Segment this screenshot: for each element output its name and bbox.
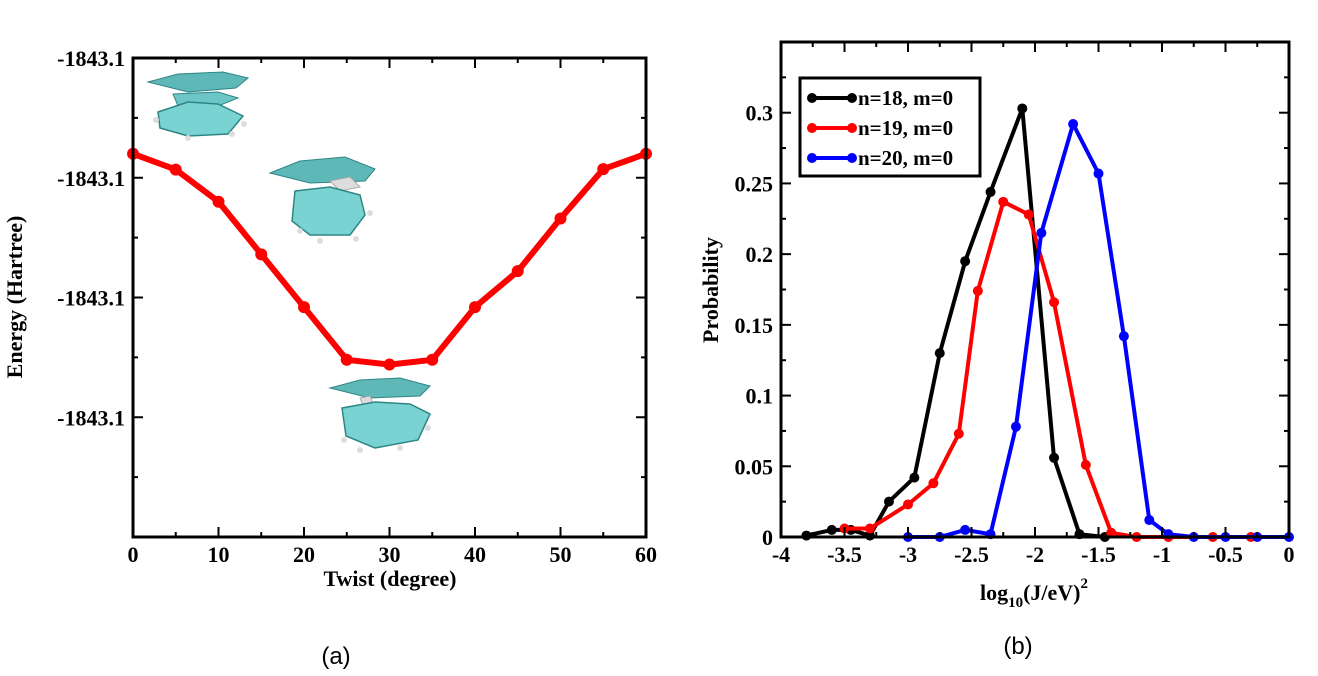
panel-a: 0 10 20 30 40 50 60 -1843.1 -1843.1 -1843.1 -1843.…	[2, 46, 657, 670]
panel-a-caption: (a)	[321, 643, 350, 670]
series-line-twist-energy	[131, 150, 648, 368]
x-tick-label: -2	[1026, 542, 1044, 567]
data-point-twist-energy	[383, 358, 396, 371]
y-tick-label: -1843.1	[57, 46, 125, 71]
x-tick-label: -1	[1153, 542, 1171, 567]
data-point-twist-energy	[469, 301, 481, 314]
data-point-n-18-m-0	[960, 256, 971, 267]
x-tick-label: 60	[635, 542, 657, 567]
data-point-twist-energy	[298, 301, 310, 314]
legend-label-n19: n=19, m=0	[858, 116, 953, 140]
legend-label-n20: n=20, m=0	[858, 146, 953, 170]
molecule-stack-middle	[268, 156, 376, 244]
x-tick-label: 0	[1284, 542, 1295, 567]
panel-b-legend: n=18, m=0 n=19, m=0 n=20, m=0	[798, 76, 982, 178]
data-point-n-18-m-0	[934, 348, 945, 359]
legend-marker-n20-left	[807, 153, 817, 163]
panel-a-y-axis-title: Energy (Hartree)	[2, 216, 27, 379]
y-tick-label: -1843.1	[57, 166, 125, 191]
data-point-twist-energy	[511, 265, 524, 278]
data-point-twist-energy	[597, 163, 610, 176]
data-point-n-20-m-0	[1036, 227, 1047, 238]
data-point-twist-energy	[255, 248, 268, 261]
data-point-n-19-m-0	[998, 196, 1009, 207]
data-point-n-19-m-0	[1049, 297, 1060, 308]
y-tick-label: -1843.1	[57, 405, 125, 430]
x-tick-label: 20	[293, 542, 315, 567]
legend-marker-n18-right	[847, 93, 857, 103]
panel-b-caption: (b)	[1003, 633, 1032, 660]
molecule-stack-30-degree	[328, 377, 431, 453]
data-point-n-20-m-0	[1144, 515, 1155, 526]
data-point-n-20-m-0	[1010, 421, 1021, 432]
data-point-n-19-m-0	[1106, 527, 1117, 538]
data-point-n-20-m-0	[1093, 168, 1104, 179]
x-title-log: log	[980, 580, 1008, 605]
x-tick-label: -1.5	[1081, 542, 1116, 567]
data-point-n-19-m-0	[972, 285, 983, 296]
data-point-n-18-m-0	[826, 524, 837, 535]
y-tick-label: 0.15	[735, 313, 774, 338]
y-tick-label: 0.1	[746, 384, 774, 409]
x-tick-label: 40	[464, 542, 486, 567]
data-point-n-19-m-0	[928, 478, 939, 489]
data-point-n-20-m-0	[960, 524, 971, 535]
data-point-n-19-m-0	[903, 499, 913, 510]
data-point-n-18-m-0	[883, 496, 894, 507]
panel-a-marks	[127, 147, 652, 371]
data-point-n-20-m-0	[1118, 331, 1129, 342]
data-point-n-18-m-0	[909, 472, 920, 483]
x-title-sup: 2	[1081, 576, 1089, 592]
molecule-stack-0-degree	[146, 71, 250, 141]
y-tick-label: 0.25	[735, 171, 774, 196]
x-tick-label: -3	[899, 542, 917, 567]
panel-b: -4 -3.5 -3 -2.5 -2 -1.5 -1 -0.5 0 0 0.05 0.1 0.15 0.2…	[698, 40, 1295, 660]
data-point-twist-energy	[426, 353, 439, 366]
data-point-twist-energy	[554, 212, 567, 225]
data-point-n-19-m-0	[1080, 459, 1091, 470]
x-title-sub: 10	[1008, 595, 1023, 611]
x-tick-label: -0.5	[1208, 542, 1243, 567]
y-tick-label: 0	[762, 525, 773, 550]
panel-b-y-axis-title: Probability	[698, 237, 723, 343]
panel-a-axes: 0 10 20 30 40 50 60 -1843.1 -1843.1 -1843.1 -1843.…	[57, 46, 657, 567]
y-tick-label: -1843.1	[57, 286, 125, 311]
data-point-n-18-m-0	[1017, 103, 1028, 114]
legend-entry-n20: n=20, m=0	[807, 146, 953, 170]
panel-b-x-axis-title: log10(J/eV)2	[980, 576, 1088, 611]
legend-marker-n19-left	[807, 123, 817, 133]
x-tick-label: 0	[128, 542, 139, 567]
data-point-n-19-m-0	[1023, 209, 1034, 220]
x-title-rest: (J/eV)	[1023, 580, 1080, 605]
data-point-twist-energy	[212, 195, 225, 208]
data-point-n-20-m-0	[1068, 119, 1079, 130]
legend-label-n18: n=18, m=0	[858, 86, 953, 110]
y-tick-label: 0.05	[735, 454, 774, 479]
x-tick-label: 30	[379, 542, 401, 567]
legend-marker-n19-right	[847, 123, 857, 133]
series-line-n-20-m-0	[908, 122, 1289, 539]
data-point-n-19-m-0	[864, 523, 875, 534]
x-tick-label: -2.5	[954, 542, 989, 567]
panel-b-axes: -4 -3.5 -3 -2.5 -2 -1.5 -1 -0.5 0 0 0.05 0.1 0.15 0.2…	[735, 42, 1295, 567]
legend-marker-n18-left	[807, 93, 817, 103]
data-point-n-19-m-0	[953, 428, 964, 439]
y-tick-label: 0.2	[746, 242, 774, 267]
panel-a-x-axis-title: Twist (degree)	[324, 566, 457, 591]
data-point-twist-energy	[340, 353, 353, 366]
legend-entry-n18: n=18, m=0	[807, 86, 953, 110]
x-tick-label: -3.5	[827, 542, 862, 567]
data-point-n-18-m-0	[1049, 452, 1060, 463]
x-tick-label: -4	[772, 542, 790, 567]
x-tick-label: 50	[550, 542, 572, 567]
legend-entry-n19: n=19, m=0	[807, 116, 953, 140]
legend-marker-n20-right	[847, 153, 857, 163]
y-tick-label: 0.3	[746, 101, 774, 126]
data-point-n-18-m-0	[985, 186, 996, 197]
data-point-twist-energy	[169, 163, 182, 176]
x-tick-label: 10	[208, 542, 230, 567]
